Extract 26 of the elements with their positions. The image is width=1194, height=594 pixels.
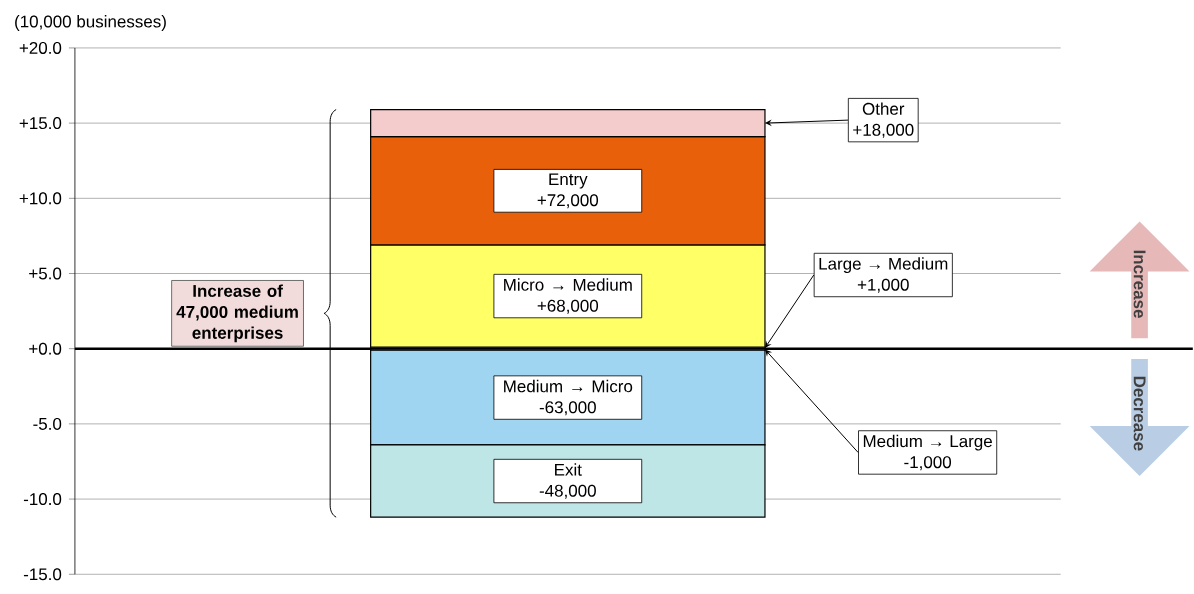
y-axis-title: (10,000 businesses) — [15, 15, 166, 31]
y-tick-label: +10.0 — [19, 192, 62, 205]
y-tick-label: -10.0 — [23, 493, 62, 506]
text: +18,000 — [853, 123, 914, 138]
annotation: +72,000 — [537, 194, 599, 209]
series-label: Medium → Micro — [504, 379, 633, 393]
text: -1,000 — [904, 456, 952, 471]
y-tick-label: +20.0 — [19, 41, 62, 54]
series-label: Exit — [555, 463, 582, 476]
text: Decrease — [1133, 376, 1146, 451]
text: +1,000 — [857, 278, 909, 293]
annotation: -63,000 — [539, 401, 596, 416]
y-tick-label: -5.0 — [33, 417, 62, 430]
series-label: Micro → Medium — [504, 278, 632, 291]
annotation: -48,000 — [539, 484, 596, 499]
text: Large → Medium — [819, 257, 948, 274]
y-tick-label: +15.0 — [19, 117, 62, 130]
text: Other — [862, 102, 905, 115]
annotation: +68,000 — [537, 299, 599, 314]
y-tick-label: -15.0 — [23, 568, 62, 581]
series-label: Entry — [549, 173, 588, 189]
text: Medium → Large — [863, 434, 992, 451]
y-tick-label: +5.0 — [29, 267, 62, 280]
text: Increase of 47,000 medium enterprises — [176, 284, 298, 343]
text: Increase — [1133, 250, 1146, 318]
y-tick-label: +0.0 — [29, 342, 62, 355]
